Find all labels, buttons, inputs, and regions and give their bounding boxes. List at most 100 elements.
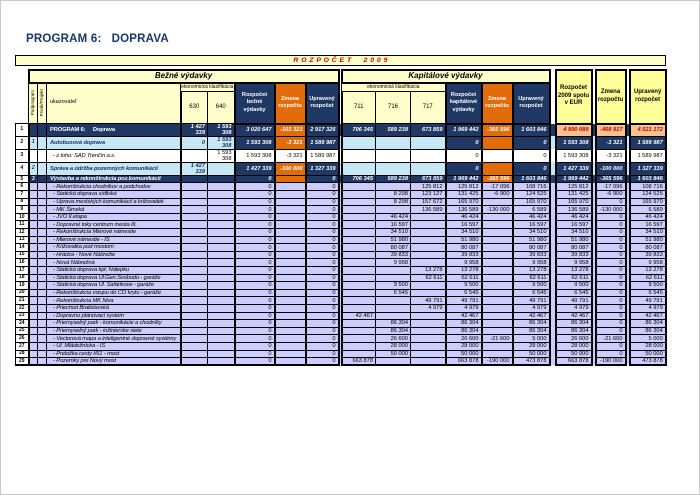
prvok-cell <box>37 220 47 230</box>
value-cell <box>179 235 208 245</box>
value-cell <box>480 326 513 336</box>
value-cell <box>340 228 376 237</box>
value-cell: 0 <box>304 319 340 328</box>
value-cell: 1 427 339 <box>233 161 275 176</box>
row-label: - Priemyselný park - komunikácie a chodn… <box>46 319 181 328</box>
prvok-cell <box>37 273 47 283</box>
value-cell <box>207 228 235 237</box>
value-cell: 28 000 <box>375 341 411 351</box>
table-header: R O Z P O Č E T 2 0 0 9 Bežné výdavky Ka… <box>14 55 667 125</box>
column-gap <box>591 289 596 297</box>
podprogram-number <box>27 341 38 351</box>
prvok-cell <box>37 235 47 245</box>
value-cell: 0 <box>233 220 275 230</box>
value-cell: 673 859 <box>410 174 446 184</box>
value-cell <box>207 182 235 192</box>
value-cell: 13 278 <box>410 266 446 275</box>
value-cell: 0 <box>179 135 208 150</box>
value-cell <box>340 258 376 267</box>
value-cell <box>340 135 376 150</box>
prvok-cell <box>37 341 47 351</box>
value-cell: 1 593 308 <box>554 148 593 163</box>
value-cell: 4 979 <box>410 303 446 313</box>
header-podprogram-label: Podprogram <box>29 89 35 115</box>
column-gap <box>338 342 342 351</box>
value-cell: 0 <box>304 197 340 207</box>
value-cell: 16 597 <box>628 220 667 230</box>
value-cell <box>375 182 411 192</box>
prvok-cell <box>37 205 47 214</box>
value-cell: 62 611 <box>628 273 667 283</box>
value-cell <box>273 273 306 283</box>
row-label: - Rekonštrukcia Mierové námestie <box>46 228 181 237</box>
value-cell: 50 000 <box>554 349 593 359</box>
value-cell: 0 <box>233 341 275 351</box>
row-number: 18 <box>15 273 29 283</box>
value-cell <box>179 220 208 230</box>
value-cell: 34 510 <box>554 228 593 237</box>
value-cell <box>179 326 208 336</box>
value-cell: -468 917 <box>594 123 627 137</box>
value-cell: 0 <box>511 148 551 163</box>
podprogram-number: 3 <box>27 174 38 184</box>
value-cell: 46 424 <box>375 212 411 222</box>
table-row: 24 - Priemyselný park - komunikácie a cho… <box>15 319 667 328</box>
column-gap <box>591 334 596 343</box>
value-cell: 46 424 <box>511 212 551 222</box>
value-cell: 0 <box>304 205 340 214</box>
value-cell <box>410 243 446 252</box>
value-cell <box>480 288 513 298</box>
value-cell: 6 545 <box>444 288 482 298</box>
value-cell: 16 597 <box>511 220 551 230</box>
table-row: 12- Rekonštrukcia Mierové námestie 0 0 34 5… <box>15 228 667 237</box>
value-cell <box>410 161 446 176</box>
column-gap <box>549 175 556 183</box>
column-gap <box>549 228 556 237</box>
column-gap <box>338 357 342 366</box>
podprogram-number <box>27 281 38 290</box>
column-gap <box>549 319 556 328</box>
value-cell: 663 878 <box>340 357 376 367</box>
value-cell: 0 <box>304 303 340 313</box>
column-gap <box>549 149 556 163</box>
header-col-717: 717 <box>410 91 446 124</box>
value-cell: 80 087 <box>444 243 482 252</box>
value-cell <box>340 250 376 260</box>
value-cell: 9 958 <box>444 258 482 267</box>
row-label: - Hrádza - Nové Nábrežie <box>46 250 181 260</box>
value-cell <box>207 296 235 305</box>
column-gap <box>549 304 556 313</box>
prvok-cell <box>37 243 47 252</box>
column-gap <box>549 258 556 267</box>
value-cell: 589 238 <box>375 174 411 184</box>
row-label: PROGRAM 6: Doprava <box>46 123 181 137</box>
value-cell <box>273 228 306 237</box>
value-cell <box>179 296 208 305</box>
value-cell: 1 589 987 <box>304 135 340 150</box>
column-gap <box>549 281 556 290</box>
table-row: 21- Rekonštrukcia MK Niva 0 0 49 791 49 791 4… <box>15 296 667 305</box>
value-cell <box>410 319 446 328</box>
value-cell: 165 970 <box>628 197 667 207</box>
banner-rozpocet-2009: R O Z P O Č E T 2 0 0 9 <box>14 55 667 66</box>
value-cell: 1 969 442 <box>554 174 593 184</box>
table-row: 2 1 Autobusová doprava 0 1 593 308 1 593 308-… <box>15 135 667 150</box>
column-gap <box>549 220 556 229</box>
row-number: 27 <box>15 341 29 351</box>
value-cell: 42 467 <box>628 311 667 321</box>
value-cell: 0 <box>233 281 275 290</box>
column-gap <box>549 69 556 124</box>
podprogram-number <box>27 243 38 252</box>
value-cell: 28 000 <box>628 341 667 351</box>
podprogram-number <box>27 357 38 367</box>
value-cell <box>410 148 446 163</box>
value-cell <box>179 341 208 351</box>
value-cell: 28 000 <box>444 341 482 351</box>
value-cell: 4 979 <box>628 303 667 313</box>
row-number: 1 <box>15 123 29 137</box>
value-cell: 125 812 <box>554 182 593 192</box>
column-gap <box>338 281 342 290</box>
column-gap <box>338 251 342 259</box>
podprogram-number: 2 <box>27 161 38 176</box>
value-cell <box>207 243 235 252</box>
